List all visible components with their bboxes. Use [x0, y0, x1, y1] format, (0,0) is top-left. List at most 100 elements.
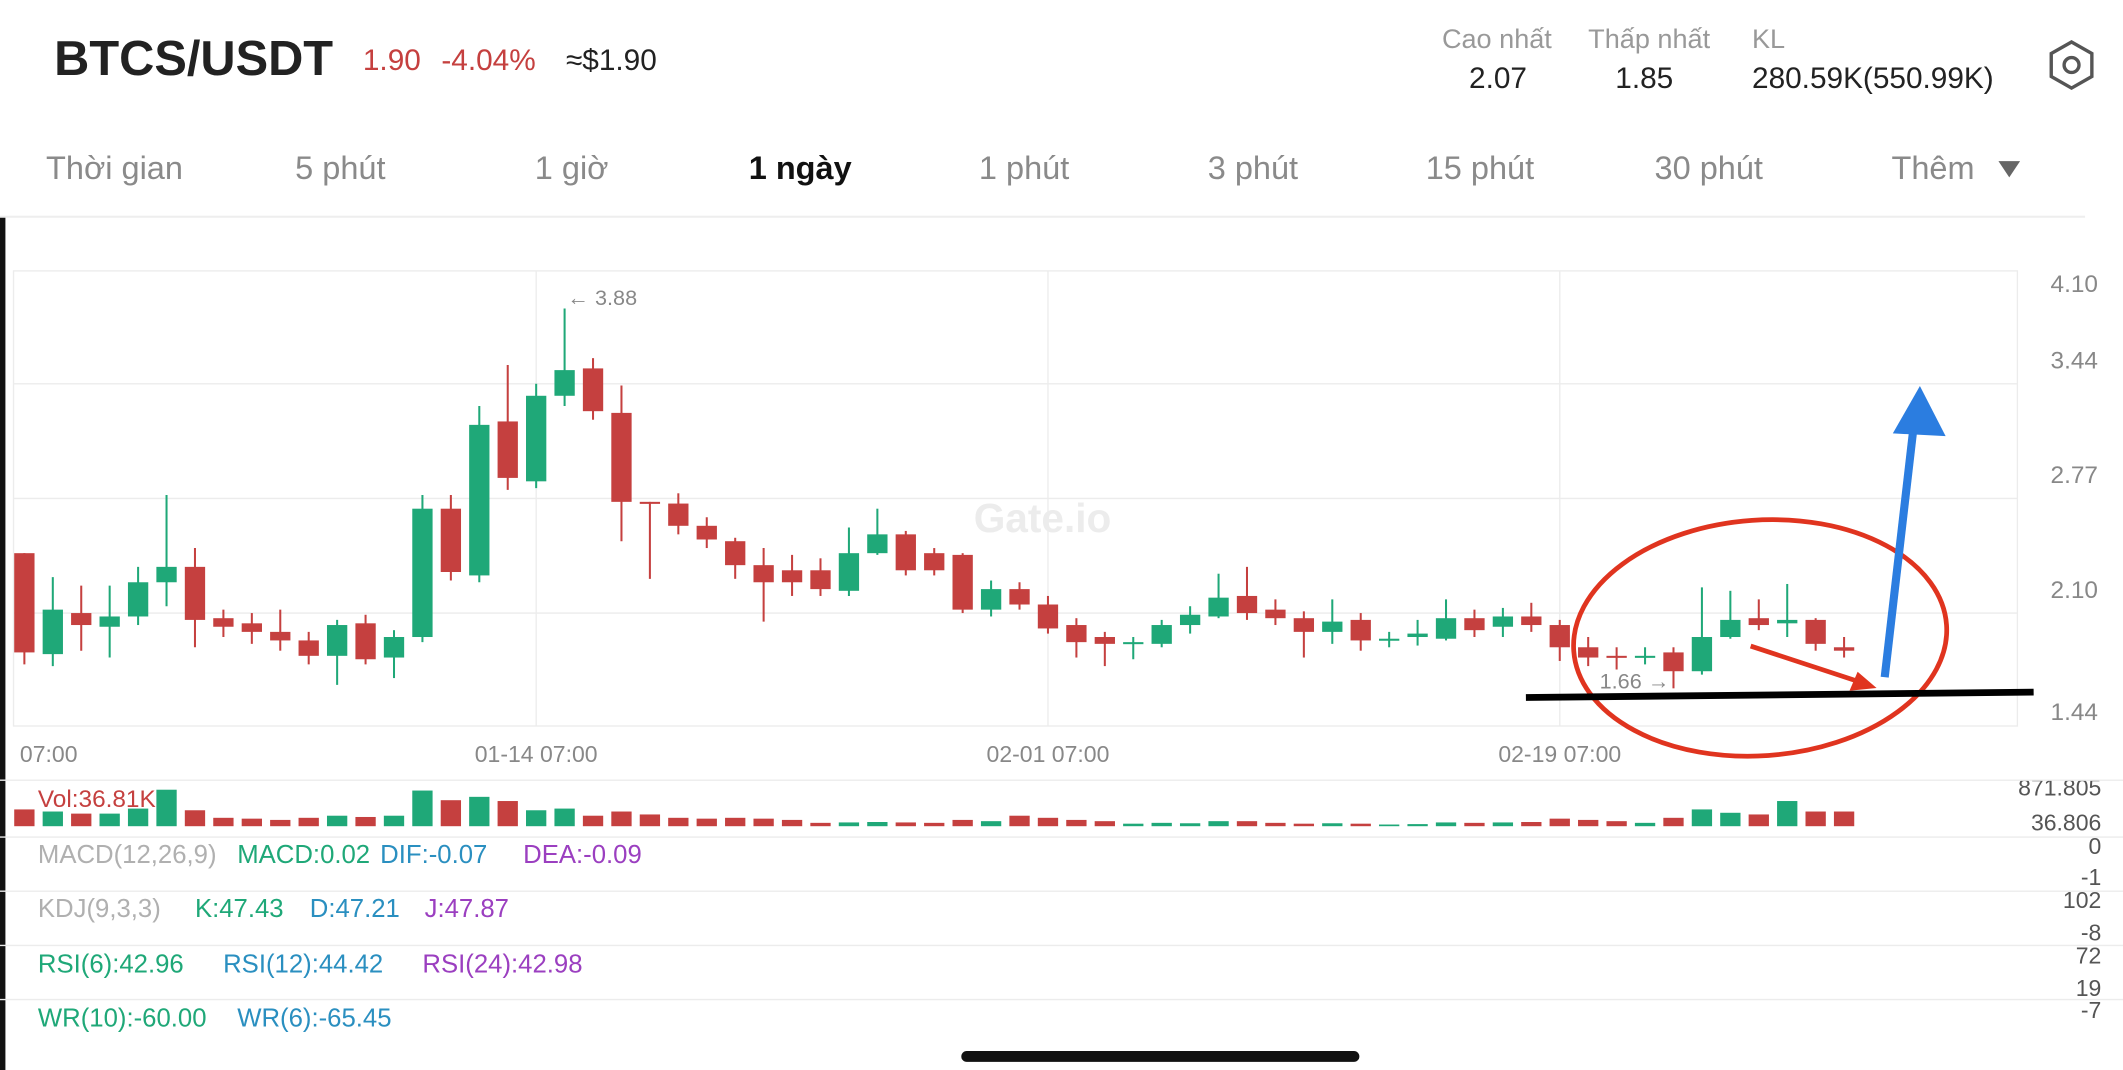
candle-body	[924, 553, 945, 571]
volume-bar	[895, 822, 916, 827]
y-tick-label: 2.77	[2051, 462, 2098, 489]
volume-bar	[1663, 817, 1684, 827]
volume-bar	[1435, 822, 1457, 827]
volume-bar	[469, 796, 490, 827]
candle-body	[1549, 625, 1570, 648]
volume-bar	[1350, 823, 1371, 827]
volume-bar	[241, 818, 262, 827]
indicator-label: D:47.21	[310, 895, 400, 923]
volume-bar	[1293, 823, 1315, 827]
candle-body	[1379, 638, 1400, 641]
interval-tab[interactable]: 5 phút	[295, 150, 385, 186]
candle-body	[668, 503, 689, 526]
volume-bar	[1521, 822, 1542, 827]
volume-bar	[1492, 822, 1514, 827]
candle-body	[867, 534, 888, 554]
stat-label: Thấp nhất	[1588, 23, 1710, 54]
candle-body	[1748, 618, 1769, 626]
candle-body	[1435, 618, 1457, 639]
volume-bar	[838, 822, 860, 827]
candle-body	[127, 582, 149, 617]
candle-body	[611, 412, 632, 502]
candle-body	[639, 501, 661, 504]
annotation: 1.66 →	[1600, 669, 1670, 694]
volume-bar	[1123, 823, 1144, 827]
volume-bar	[1066, 819, 1087, 827]
interval-tab[interactable]: 1 giờ	[535, 150, 609, 186]
candle-body	[1066, 625, 1087, 643]
candle-body	[1151, 625, 1172, 644]
candle-body	[383, 637, 405, 658]
candle-body	[895, 534, 916, 571]
blue-arrow	[1880, 430, 1918, 678]
candle-body	[326, 625, 348, 656]
candle-body	[156, 566, 177, 583]
interval-tab[interactable]: 30 phút	[1655, 150, 1763, 186]
stat-value: 2.07	[1469, 62, 1527, 95]
candle-body	[1720, 619, 1741, 638]
candle-body	[1123, 642, 1144, 645]
volume-bar	[412, 790, 433, 827]
interval-tab[interactable]: 15 phút	[1426, 150, 1534, 186]
stat-value: 1.85	[1615, 62, 1673, 95]
settings-icon[interactable]	[2049, 40, 2094, 90]
indicator-label: MACD:0.02	[237, 841, 370, 869]
candle-body	[1094, 637, 1115, 644]
stats: Cao nhất 2.07 Thấp nhất 1.85 KL 280.59K(550.9…	[1442, 23, 1994, 95]
x-tick-label: 02-19 07:00	[1498, 741, 1621, 767]
interval-tab[interactable]: 3 phút	[1208, 150, 1298, 186]
settings-icon-center[interactable]	[2062, 55, 2081, 75]
volume-bar	[1748, 814, 1769, 827]
candle-body	[1777, 619, 1798, 624]
indicator-axis-label: 19	[2076, 975, 2102, 1001]
volume-bar	[1805, 811, 1826, 827]
candle-body	[14, 553, 35, 653]
left-edge	[0, 216, 6, 1070]
candle-body	[213, 618, 234, 627]
indicator-axis-label: -7	[2081, 997, 2101, 1023]
indicator-label: RSI(6):42.96	[38, 951, 184, 979]
candle-body	[838, 553, 860, 591]
volume-bar	[810, 822, 831, 827]
interval-tab[interactable]: Thời gian	[46, 150, 183, 186]
volume-bar	[867, 822, 888, 827]
indicator-label: WR(10):-60.00	[38, 1005, 207, 1033]
volume-bar	[42, 811, 63, 827]
pair-name: BTCS/USDT	[54, 32, 333, 86]
candle-body	[270, 631, 291, 641]
volume-bar	[554, 808, 575, 827]
volume-bar	[980, 821, 1002, 827]
volume-bar	[184, 810, 206, 827]
candle-body	[497, 421, 518, 478]
usd-price: ≈$1.90	[566, 44, 657, 77]
highlight-ellipse	[1571, 517, 1950, 759]
volume-bar	[526, 810, 547, 827]
volume-bar	[99, 813, 120, 827]
volume-bar	[611, 811, 632, 827]
volume-bar	[213, 817, 234, 827]
volume-bar	[326, 815, 348, 827]
indicator-label: DIF:-0.07	[380, 841, 487, 869]
dropdown-arrow[interactable]	[1998, 161, 2021, 178]
candle-body	[71, 613, 92, 626]
volume-bar	[1634, 822, 1656, 827]
interval-tab[interactable]: 1 ngày	[749, 150, 852, 186]
candle-body	[1037, 604, 1059, 629]
candle-body	[440, 508, 462, 572]
volume-bar	[1379, 824, 1400, 827]
volume-tick-label: 871.805	[2018, 775, 2101, 801]
red-arrow	[1749, 643, 1859, 684]
volume-bar	[127, 808, 149, 827]
candle-body	[526, 395, 547, 482]
candle-body	[1009, 589, 1030, 605]
settings-button[interactable]	[2049, 40, 2094, 90]
candle-body	[412, 508, 433, 638]
y-tick-label: 3.44	[2051, 348, 2098, 375]
interval-tab[interactable]: 1 phút	[979, 150, 1069, 186]
chart: 4.10 3.44 2.77 2.10 1.44 07:00 01-14 07:00 02-0…	[13, 270, 2101, 836]
volume-bar	[1179, 823, 1201, 827]
volume-bar	[1236, 821, 1258, 827]
stat-label: KL	[1752, 23, 1785, 54]
interval-tab[interactable]: Thêm	[1891, 150, 1974, 186]
